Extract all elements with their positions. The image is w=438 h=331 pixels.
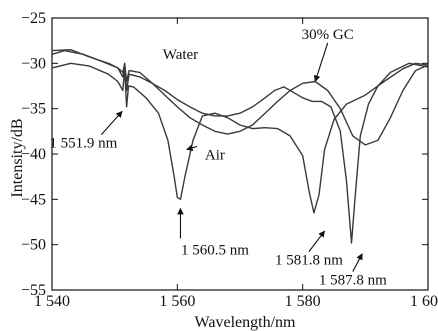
y-tick-label: −25 <box>21 10 46 27</box>
y-tick-label: −30 <box>21 55 46 72</box>
annotation-arrow <box>352 253 363 272</box>
y-tick-label: −50 <box>21 237 46 254</box>
annotation-label: 1 560.5 nm <box>181 243 249 259</box>
series-line-30-gc <box>51 49 429 146</box>
x-tick-label: 1 580 <box>285 293 321 310</box>
annotation-label: Air <box>205 147 225 163</box>
annotation-label: Water <box>163 47 198 63</box>
y-tick-label: −45 <box>21 191 46 208</box>
x-axis-label: Wavelength/nm <box>195 314 296 331</box>
annotation-arrow <box>308 230 326 252</box>
y-tick-label: −55 <box>21 282 46 299</box>
y-tick-label: −40 <box>21 146 46 163</box>
annotation-label: 1 551.9 nm <box>49 136 117 152</box>
y-axis-label: Intensity/dB <box>9 118 26 197</box>
x-tick-label: 1 560 <box>159 293 195 310</box>
y-tick-label: −35 <box>21 101 46 118</box>
annotation-label: 1 587.8 nm <box>319 273 387 289</box>
annotation-arrow <box>186 144 198 151</box>
x-tick-label: 1 540 <box>34 293 70 310</box>
annotation-label: 1 581.8 nm <box>275 253 343 269</box>
annotation-arrow <box>313 42 329 83</box>
ticks: 1 540 1 560 1 580 1 600 −55 −50 −45 −40 −35 −30 −2… <box>21 10 438 310</box>
annotation-label: 30% GC <box>302 27 354 43</box>
x-tick-label: 1 600 <box>410 293 438 310</box>
series-layer <box>51 49 429 244</box>
annotation-layer: Water 30% GC Air 1 551.9 nm 1 560.5 nm 1 581.… <box>49 27 387 289</box>
annotation-arrow <box>100 110 123 136</box>
